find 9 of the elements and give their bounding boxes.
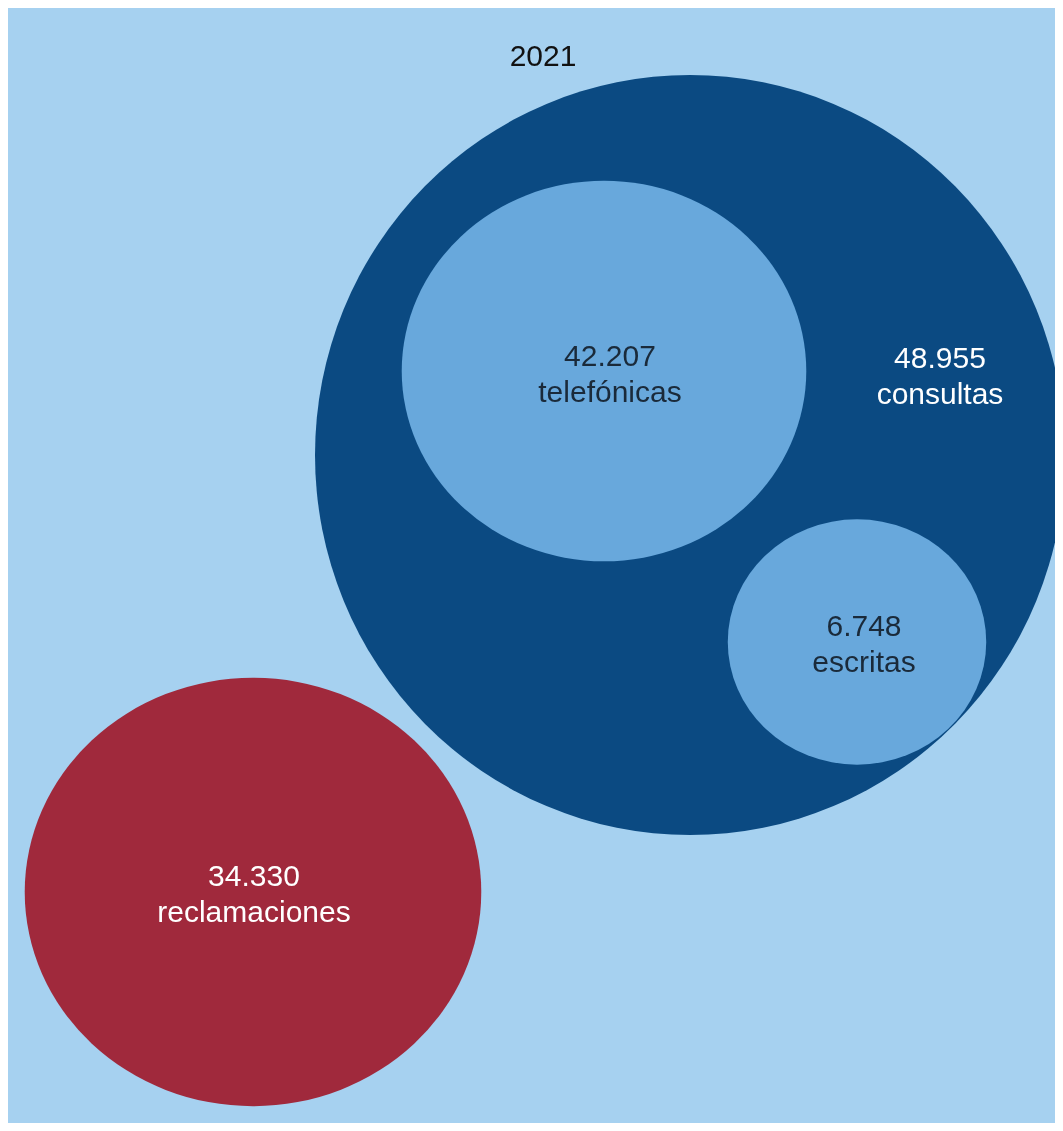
category-label: reclamaciones bbox=[157, 895, 351, 928]
category-label: escritas bbox=[812, 645, 916, 678]
category-label: consultas bbox=[876, 377, 1004, 410]
data-label: 34.330 bbox=[208, 859, 300, 892]
text: 2021 bbox=[509, 39, 577, 72]
data-label: 48.955 bbox=[894, 341, 986, 374]
category-label: telefónicas bbox=[538, 375, 682, 408]
data-label: 6.748 bbox=[826, 609, 902, 642]
data-label: 42.207 bbox=[564, 339, 656, 372]
